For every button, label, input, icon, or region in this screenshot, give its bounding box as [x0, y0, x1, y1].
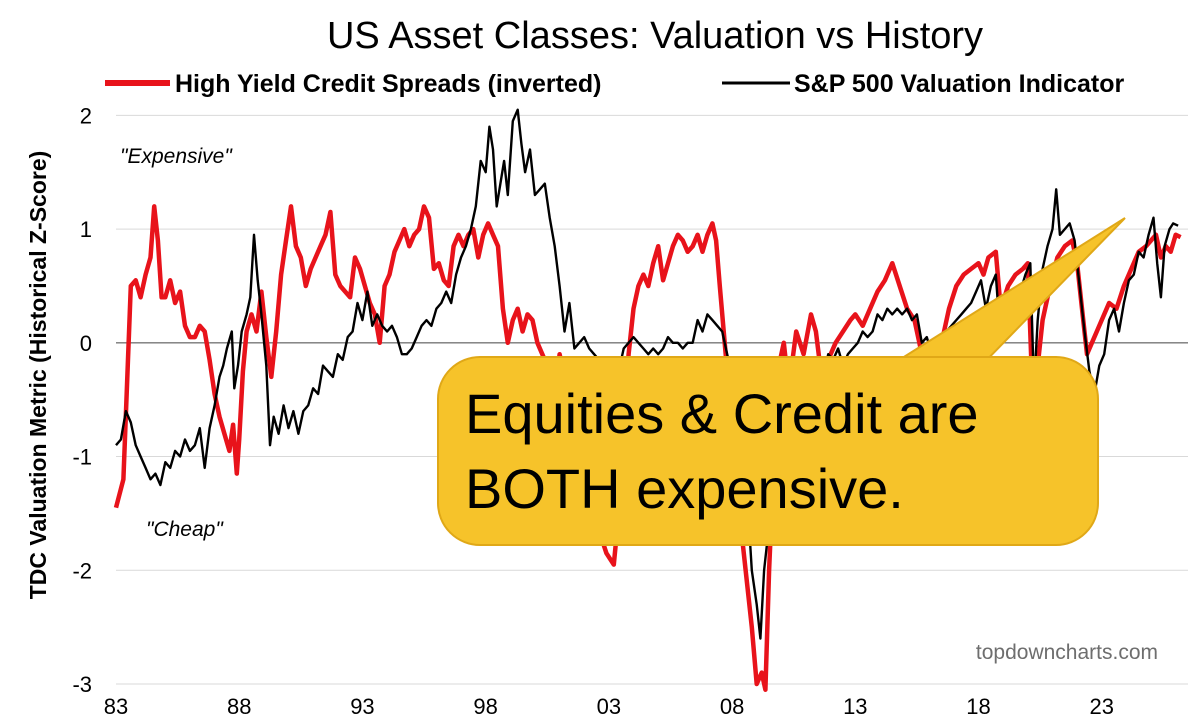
x-tick-label: 23: [1090, 694, 1114, 719]
x-tick-label: 88: [227, 694, 251, 719]
x-tick-label: 08: [720, 694, 744, 719]
x-tick-label: 13: [843, 694, 867, 719]
x-tick-label: 93: [350, 694, 374, 719]
y-tick-label: 0: [80, 331, 92, 356]
annotation-expensive: "Expensive": [120, 145, 233, 168]
watermark: topdowncharts.com: [976, 641, 1158, 664]
callout: Equities & Credit are BOTH expensive.: [437, 217, 1126, 546]
series-line-hy-credit-spreads: [113, 204, 1182, 692]
y-axis-label: TDC Valuation Metric (Historical Z-Score…: [25, 151, 51, 600]
x-tick-label: 03: [597, 694, 621, 719]
legend-label-sp: S&P 500 Valuation Indicator: [794, 70, 1124, 98]
annotation-cheap: "Cheap": [146, 518, 224, 541]
x-tick-label: 98: [473, 694, 497, 719]
callout-box: [437, 356, 1099, 546]
legend-label-hy: High Yield Credit Spreads (inverted): [175, 70, 601, 98]
x-tick-label: 83: [104, 694, 128, 719]
legend: High Yield Credit Spreads (inverted) S&P…: [105, 70, 1124, 98]
y-tick-label: 1: [80, 217, 92, 242]
tick-labels: 2 1 0 -1 -2 -3 83 88 93 98 03 08 13 18 23: [72, 103, 1114, 719]
y-tick-label: -1: [72, 445, 92, 470]
callout-seam: [882, 358, 972, 364]
callout-line-1: Equities & Credit are: [465, 382, 979, 445]
callout-line-2: BOTH expensive.: [465, 457, 904, 520]
y-tick-label: -3: [72, 672, 92, 697]
chart-title: US Asset Classes: Valuation vs History: [327, 15, 983, 57]
y-tick-label: -2: [72, 558, 92, 583]
y-tick-label: 2: [80, 103, 92, 128]
x-tick-label: 18: [966, 694, 990, 719]
